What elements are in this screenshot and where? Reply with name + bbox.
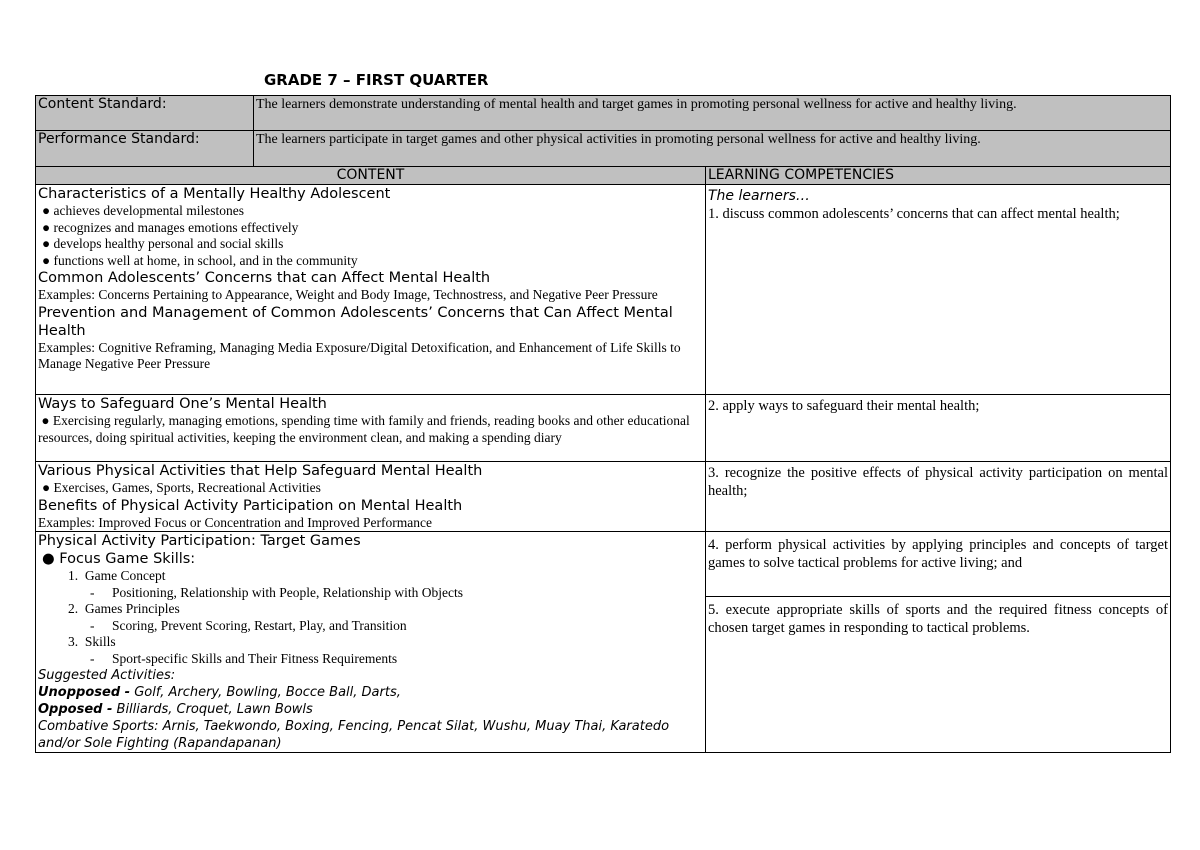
table-row: Various Physical Activities that Help Sa… [35, 461, 1172, 532]
content-standard-label: Content Standard: [35, 95, 254, 131]
combative-sports: Combative Sports: Arnis, Taekwondo, Boxi… [38, 719, 670, 751]
topic-heading: Ways to Safeguard One’s Mental Health [38, 396, 327, 412]
suggested-activities-label: Suggested Activities: [38, 668, 176, 683]
competencies-header: LEARNING COMPETENCIES [704, 166, 1172, 185]
topic-heading: Prevention and Management of Common Adol… [38, 304, 673, 339]
list-item: ● recognizes and manages emotions effect… [42, 219, 299, 235]
content-standard-row: Content Standard: The learners demonstra… [35, 95, 1172, 131]
list-item: 1. Game Concept [68, 568, 166, 583]
content-cell: Characteristics of a Mentally Healthy Ad… [35, 184, 706, 395]
topic-heading: Various Physical Activities that Help Sa… [38, 463, 483, 479]
list-item: ● Exercises, Games, Sports, Recreational… [42, 480, 321, 495]
performance-standard-label: Performance Standard: [35, 130, 254, 167]
header-row: CONTENT LEARNING COMPETENCIES [35, 166, 1172, 185]
topic-heading: Common Adolescents’ Concerns that can Af… [38, 270, 491, 286]
list-item: ● Focus Game Skills: [42, 551, 196, 567]
competency-text: 2. apply ways to safeguard their mental … [704, 394, 1172, 462]
content-standard-text: The learners demonstrate understanding o… [252, 95, 1172, 131]
list-item: ● develops healthy personal and social s… [42, 236, 284, 251]
content-cell: Ways to Safeguard One’s Mental Health ● … [35, 394, 706, 462]
examples-text: Examples: Cognitive Reframing, Managing … [38, 339, 681, 372]
learners-label: The learners… [708, 188, 810, 204]
table-row: Ways to Safeguard One’s Mental Health ● … [35, 394, 1172, 462]
topic-heading: Characteristics of a Mentally Healthy Ad… [38, 186, 391, 202]
list-item: 3. Skills [68, 634, 116, 649]
table-row: Characteristics of a Mentally Healthy Ad… [35, 184, 1172, 395]
list-item: - Sport-specific Skills and Their Fitness… [90, 650, 398, 666]
unopposed-activities: Unopposed - Golf, Archery, Bowling, Bocc… [38, 685, 401, 700]
list-item: ● Exercising regularly, managing emotion… [38, 413, 690, 445]
competency-cell: 4. perform physical activities by applyi… [704, 531, 1172, 753]
competency-text: 5. execute appropriate skills of sports … [708, 602, 1169, 636]
content-cell: Various Physical Activities that Help Sa… [35, 461, 706, 532]
content-header: CONTENT [35, 166, 706, 185]
competency-text: 4. perform physical activities by applyi… [706, 532, 1171, 597]
content-cell: Physical Activity Participation: Target … [35, 531, 706, 753]
page-title: GRADE 7 – FIRST QUARTER [264, 71, 489, 89]
topic-heading: Physical Activity Participation: Target … [38, 533, 361, 549]
list-item: - Scoring, Prevent Scoring, Restart, Play… [90, 617, 407, 633]
list-item: 2. Games Principles [68, 601, 180, 616]
competency-text: 1. discuss common adolescents’ concerns … [708, 206, 1120, 222]
examples-text: Examples: Concerns Pertaining to Appeara… [38, 287, 658, 302]
examples-text: Examples: Improved Focus or Concentratio… [38, 514, 433, 530]
list-item: ● achieves developmental milestones [42, 203, 244, 218]
performance-standard-text: The learners participate in target games… [252, 130, 1172, 167]
list-item: ● functions well at home, in school, and… [42, 252, 358, 268]
competency-cell: The learners… 1. discuss common adolesce… [704, 184, 1172, 395]
table-row: Physical Activity Participation: Target … [35, 531, 1172, 753]
performance-standard-row: Performance Standard: The learners parti… [35, 130, 1172, 167]
list-item: - Positioning, Relationship with People, … [90, 584, 463, 600]
topic-heading: Benefits of Physical Activity Participat… [38, 497, 463, 514]
curriculum-table: Content Standard: The learners demonstra… [35, 95, 1172, 753]
opposed-activities: Opposed - Billiards, Croquet, Lawn Bowls [38, 702, 313, 717]
competency-text: 3. recognize the positive effects of phy… [704, 461, 1172, 532]
